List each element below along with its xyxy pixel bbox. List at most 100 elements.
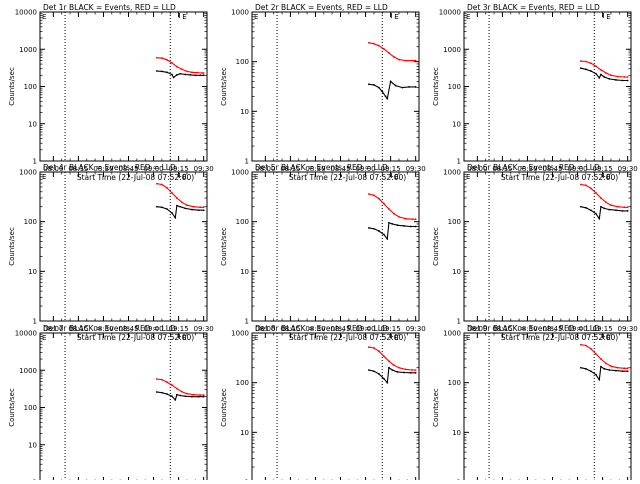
y-axis-label: Counts/sec	[8, 67, 16, 106]
events-data-point	[166, 71, 168, 74]
y-tick-label: 10	[452, 120, 461, 128]
y-tick-label: 10	[240, 108, 249, 116]
lld-data-point	[605, 72, 607, 74]
chart-title: Det 7r BLACK = Events, RED = LLD	[43, 324, 176, 333]
x-tick-label: 08:00	[255, 165, 275, 173]
lld-data-point	[590, 62, 592, 65]
x-tick-label: 09:00	[355, 165, 375, 173]
lld-data-point	[166, 186, 168, 189]
y-axis-label: Counts/sec	[220, 388, 228, 427]
x-tick-label: 08:30	[305, 325, 325, 333]
lld-data-point	[610, 204, 612, 207]
detector-chart: Det 6r BLACK = Events, RED = LLD 1 10 100 10…	[432, 163, 638, 342]
lld-data-point	[393, 364, 395, 367]
e-marker-label: E	[182, 334, 186, 342]
events-data-point	[171, 395, 173, 398]
lld-data-point	[388, 360, 390, 363]
events-data-point	[396, 370, 399, 373]
lld-data-point	[202, 72, 205, 74]
chart-title: Det 5r BLACK = Events, RED = LLD	[255, 163, 388, 172]
y-tick-label: 1	[245, 158, 249, 166]
detector-chart: Det 2r BLACK = Events, RED = LLD 1 10 100 10…	[220, 3, 426, 182]
y-tick-label: 100	[236, 379, 249, 387]
x-tick-label: 08:45	[118, 325, 138, 333]
detector-chart: Det 9r BLACK = Events, RED = LLD11010010…	[432, 324, 632, 484]
events-data-point	[378, 230, 380, 232]
e-marker-label: E	[466, 173, 470, 181]
chart-title: Det 4r BLACK = Events, RED = LLD	[43, 163, 176, 172]
y-tick-label: 100	[448, 83, 461, 91]
detector-chart: Det 3r BLACK = Events, RED = LLD 1 10 100 10…	[432, 3, 638, 182]
chart-title: Det 6r BLACK = Events, RED = LLD	[467, 163, 600, 172]
x-tick-label: 09:00	[143, 325, 163, 333]
lld-data-point	[411, 218, 414, 221]
events-data-point	[621, 370, 624, 373]
plot-frame	[39, 332, 208, 483]
y-tick-label: 100	[24, 83, 37, 91]
x-tick-label: 08:30	[517, 325, 537, 333]
events-data-point	[598, 217, 601, 220]
lld-data-point	[176, 197, 178, 199]
x-axis-label: Start Time (22-Jul-08 07:52:00)	[289, 333, 406, 342]
lld-data-point	[616, 205, 619, 208]
x-tick-label: 08:00	[467, 325, 487, 333]
x-tick-label: 08:45	[118, 165, 138, 173]
y-tick-label: 100	[448, 218, 461, 226]
events-data-point	[166, 393, 168, 395]
y-tick-label: 1	[33, 158, 37, 166]
events-data-point	[626, 209, 629, 212]
events-data-point	[595, 373, 597, 376]
x-tick-label: 09:00	[567, 325, 587, 333]
lld-data-point	[404, 368, 407, 371]
events-data-point	[378, 373, 380, 375]
x-tick-label: 08:15	[68, 165, 88, 173]
x-axis-label: Start Time (22-Jul-08 07:52:00)	[501, 173, 618, 182]
events-data-point	[391, 369, 394, 371]
events-data-point	[172, 76, 175, 79]
y-axis-label: Counts/sec	[220, 67, 228, 106]
y-tick-label: 10	[240, 429, 249, 437]
lld-data-point	[600, 197, 602, 199]
events-data-point	[383, 377, 385, 380]
events-data-point	[585, 206, 587, 209]
e-marker-label: E	[606, 13, 610, 21]
x-tick-label: 08:00	[255, 325, 275, 333]
lld-data-point	[181, 68, 183, 71]
events-data-point	[608, 77, 611, 80]
lld-series-line	[580, 344, 628, 369]
detector-chart: Det 5r BLACK = Events, RED = LLD 1 10 100 10…	[220, 163, 426, 342]
lld-data-point	[388, 208, 390, 210]
lld-data-point	[595, 191, 597, 194]
y-tick-label: 1	[245, 318, 249, 326]
events-data-point	[580, 67, 582, 70]
lld-series-line	[580, 183, 628, 208]
x-tick-label: 08:00	[43, 325, 63, 333]
lld-data-point	[626, 76, 629, 78]
y-tick-label: 1	[457, 158, 461, 166]
x-axis-label: Start Time (22-Jul-08 07:52:00)	[77, 173, 194, 182]
e-marker-label: E	[182, 13, 186, 21]
events-data-point	[383, 233, 385, 236]
lld-data-point	[166, 58, 168, 61]
lld-data-point	[176, 65, 178, 68]
lld-data-point	[186, 392, 188, 395]
y-tick-label: 100	[448, 379, 461, 387]
y-tick-label: 1000	[443, 330, 461, 338]
plot-frame	[39, 171, 208, 322]
events-data-point	[368, 83, 370, 86]
lld-data-point	[378, 197, 380, 200]
x-tick-label: 08:30	[93, 165, 113, 173]
events-data-point	[603, 367, 606, 370]
x-tick-label: 09:15	[381, 325, 401, 333]
events-data-point	[378, 86, 380, 89]
plot-frame	[251, 171, 420, 322]
x-tick-label: 08:15	[68, 325, 88, 333]
events-data-point	[595, 212, 597, 215]
events-data-point	[408, 86, 410, 88]
lld-data-point	[580, 183, 582, 186]
plot-frame	[463, 171, 632, 322]
events-series-line	[368, 222, 416, 241]
events-data-point	[598, 77, 601, 79]
events-data-point	[409, 225, 412, 228]
